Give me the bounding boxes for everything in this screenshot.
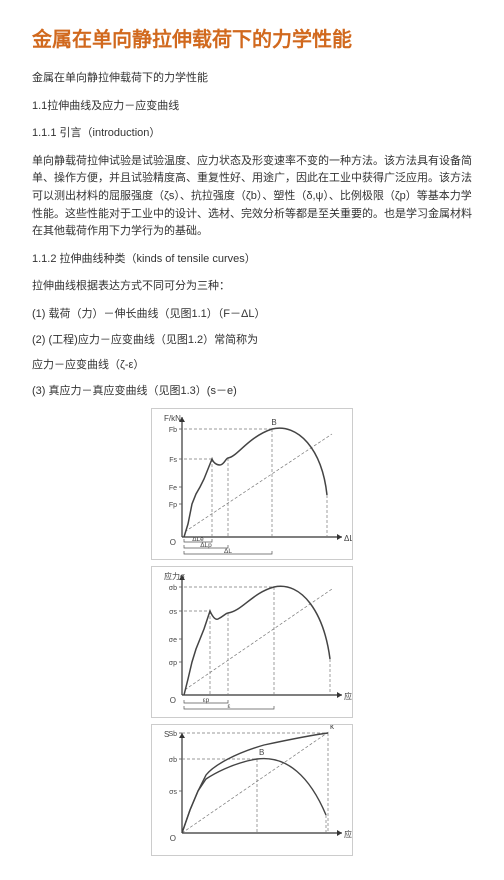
section-1-1-2: 1.1.2 拉伸曲线种类（kinds of tensile curves） bbox=[32, 251, 472, 269]
curve-item-3: (3) 真应力－真应变曲线（见图1.3）(s－e) bbox=[32, 383, 472, 401]
svg-text:O: O bbox=[170, 696, 176, 705]
svg-text:Fp: Fp bbox=[169, 502, 177, 509]
svg-text:σb: σb bbox=[169, 757, 177, 764]
svg-text:应力σ: 应力σ bbox=[164, 571, 185, 581]
svg-text:σs: σs bbox=[169, 609, 177, 616]
curve-item-2: (2) (工程)应力－应变曲线（见图1.2）常简称为 bbox=[32, 332, 472, 350]
figure-1-3: 应变ε, eSOσsσbSbkB bbox=[151, 724, 353, 856]
svg-text:Fb: Fb bbox=[169, 427, 177, 434]
curves-list: (1) 载荷（力）－伸长曲线（见图1.1）（F－ΔL） (2) (工程)应力－应… bbox=[32, 306, 472, 400]
svg-text:O: O bbox=[170, 538, 176, 547]
figure-1-2: 应变ε 应力σ Oσp σe σs σb εp ε bbox=[151, 566, 353, 718]
figure-1-1: ΔLF/kNOFpFeFsFbΔLeΔLpΔLB bbox=[151, 408, 353, 560]
svg-text:应变ε, e: 应变ε, e bbox=[344, 829, 353, 839]
svg-text:σe: σe bbox=[169, 637, 177, 644]
section-1-1: 1.1拉伸曲线及应力－应变曲线 bbox=[32, 98, 472, 116]
intro-body: 单向静载荷拉伸试验是试验温度、应力状态及形变速率不变的一种方法。该方法具有设备简… bbox=[32, 153, 472, 241]
subtitle: 金属在单向静拉伸载荷下的力学性能 bbox=[32, 70, 472, 88]
curves-intro: 拉伸曲线根据表达方式不同可分为三种： bbox=[32, 278, 472, 296]
svg-text:εp: εp bbox=[203, 697, 210, 704]
svg-text:O: O bbox=[170, 834, 176, 843]
svg-text:Fs: Fs bbox=[169, 457, 177, 464]
svg-text:Fe: Fe bbox=[169, 485, 177, 492]
curve-item-2b: 应力－应变曲线（ζ-ε） bbox=[32, 357, 472, 375]
svg-text:ΔL: ΔL bbox=[224, 548, 232, 555]
svg-text:B: B bbox=[271, 418, 276, 427]
svg-text:ΔL: ΔL bbox=[344, 534, 353, 543]
svg-text:ΔLp: ΔLp bbox=[200, 542, 212, 549]
svg-text:σs: σs bbox=[169, 789, 177, 796]
section-1-1-1: 1.1.1 引言（introduction） bbox=[32, 125, 472, 143]
svg-text:应变ε: 应变ε bbox=[344, 691, 353, 701]
svg-text:ε: ε bbox=[228, 703, 231, 710]
curve-item-1: (1) 载荷（力）－伸长曲线（见图1.1）（F－ΔL） bbox=[32, 306, 472, 324]
svg-text:σp: σp bbox=[169, 660, 177, 667]
svg-text:B: B bbox=[259, 748, 264, 757]
page-title: 金属在单向静拉伸载荷下的力学性能 bbox=[32, 24, 472, 56]
svg-text:F/kN: F/kN bbox=[164, 414, 181, 423]
svg-text:σb: σb bbox=[169, 585, 177, 592]
svg-text:Sb: Sb bbox=[168, 731, 177, 738]
figures-container: ΔLF/kNOFpFeFsFbΔLeΔLpΔLB 应变ε应力σOσpσeσsσb… bbox=[32, 408, 472, 856]
